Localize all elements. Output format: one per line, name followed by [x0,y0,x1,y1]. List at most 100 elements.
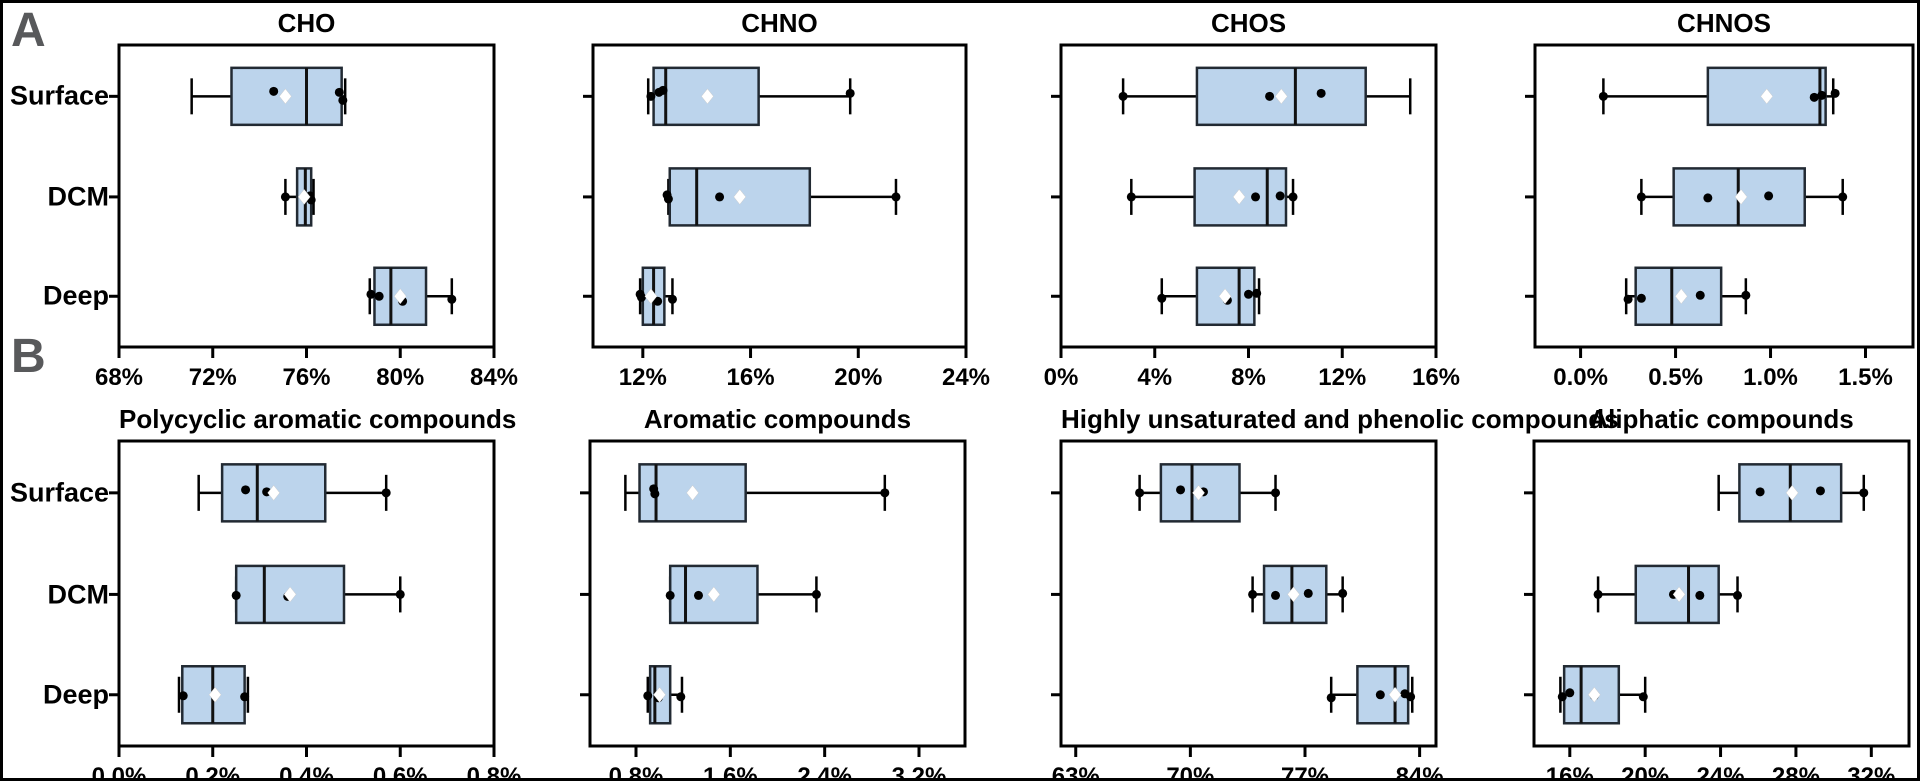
x-tick-label: 84% [1396,763,1444,781]
boxplot-surface [197,463,391,523]
x-tick-label: 12% [619,364,667,391]
x-tick-label: 80% [376,364,424,391]
x-tick-label: 16% [1546,763,1594,781]
panel-aromatic: Aromatic compounds 0.8% 1.6% 2.4% 3.2% [580,404,967,778]
mean-diamond [701,88,714,105]
x-tick-label: 76% [282,364,330,391]
data-point [1636,293,1646,303]
mean-diamond [297,189,311,205]
boxplot-deep [1557,665,1648,725]
panel-border [117,439,496,748]
boxplot-deep [177,665,250,725]
mean-diamond [1274,88,1288,105]
boxplot-deep [366,266,457,327]
iqr-box [652,66,760,127]
data-point [1252,288,1262,298]
mean-diamond [1672,586,1686,603]
x-tick-label: 0.0% [1553,364,1608,391]
panel-border [1533,43,1915,349]
y-label-deep-row-a: Deep [42,280,109,311]
mean-diamond [1287,586,1300,603]
boxplot-surface [1717,463,1869,523]
boxplot-canvas-chos: 0% 4% 8% 12% 16% [1044,43,1460,391]
data-point [1326,693,1336,703]
panel-polycyclic-aromatic: Polycyclic aromatic compounds 0.0% 0.2% 0.… [92,404,522,778]
data-point [1755,487,1765,497]
data-point [1118,91,1128,101]
data-point [1176,485,1186,495]
panel-chos: CHOS 0% 4% 8% 12% 16% [1044,8,1460,391]
data-point [381,488,391,498]
mean-diamond [1232,189,1246,205]
mean-diamond [1734,189,1748,205]
data-point [1406,692,1416,702]
data-point [447,294,457,304]
y-label-dcm-row-b: DCM [47,579,110,610]
data-point [715,192,725,202]
data-point [269,86,279,96]
boxplot-dcm [665,564,821,625]
mean-diamond [1760,88,1774,105]
data-point [1703,193,1713,203]
mean-diamond [1785,484,1799,501]
data-point [1135,488,1145,498]
panel-title-cho: CHO [277,8,336,38]
data-point [338,95,348,105]
data-point [646,91,656,101]
section-a-label: A [11,4,46,57]
x-tick-label: 1.0% [1743,364,1798,391]
data-point [676,692,686,702]
boxplot-canvas-chnos: 0.0% 0.5% 1.0% 1.5% [1525,43,1915,391]
data-point [663,194,673,204]
x-tick-label: 0.0% [92,763,147,781]
data-point [1557,692,1567,702]
boxplot-dcm [1126,167,1298,227]
mean-diamond [283,586,297,603]
y-label-surface-row-b: Surface [9,477,109,508]
data-point [636,292,646,302]
data-point [1838,192,1848,202]
mean-diamond [208,686,222,703]
mean-diamond [1587,686,1601,703]
data-point [1303,588,1313,598]
mean-diamond [733,189,747,205]
boxplot-deep [1157,266,1262,327]
data-point [1271,590,1281,600]
mean-diamond [1674,288,1688,305]
panel-aliphatic: Aliphatic compounds 16% 20% 24% 28% 32% [1524,404,1911,778]
data-point [1251,192,1261,202]
x-tick-label: 16% [727,364,775,391]
mean-diamond [1388,686,1402,703]
data-point [845,88,855,98]
x-tick-label: 28% [1772,763,1820,781]
data-point [811,589,821,599]
panel-border [1532,439,1911,748]
boxplot-deep [643,665,686,725]
data-point [1244,289,1253,299]
boxplot-surface [646,66,855,127]
x-tick-label: 0.5% [1648,364,1703,391]
x-tick-label: 16% [1412,364,1460,391]
data-point [1859,488,1869,498]
x-tick-label: 4% [1137,364,1172,391]
x-tick-label: 20% [1621,763,1669,781]
data-point [1741,290,1751,300]
data-point [280,192,290,202]
data-point [1695,590,1705,600]
y-label-surface-row-a: Surface [9,80,109,111]
data-point [1375,690,1385,700]
panel-chno: CHNO 12% 16% 20% 24% [583,8,990,391]
data-point [231,590,241,600]
data-point [891,192,901,202]
mean-diamond [1218,288,1232,305]
boxplot-canvas-aliphatic: 16% 20% 24% 28% 32% [1524,439,1911,778]
data-point [1809,92,1819,102]
boxplot-dcm [1593,564,1743,625]
panel-title-chno: CHNO [741,8,818,38]
panel-title-chos: CHOS [1210,8,1287,38]
data-point [1695,290,1705,300]
boxplot-deep [1623,266,1751,327]
section-b-label: B [11,330,46,383]
data-point [1638,692,1648,702]
data-point [1764,191,1774,201]
